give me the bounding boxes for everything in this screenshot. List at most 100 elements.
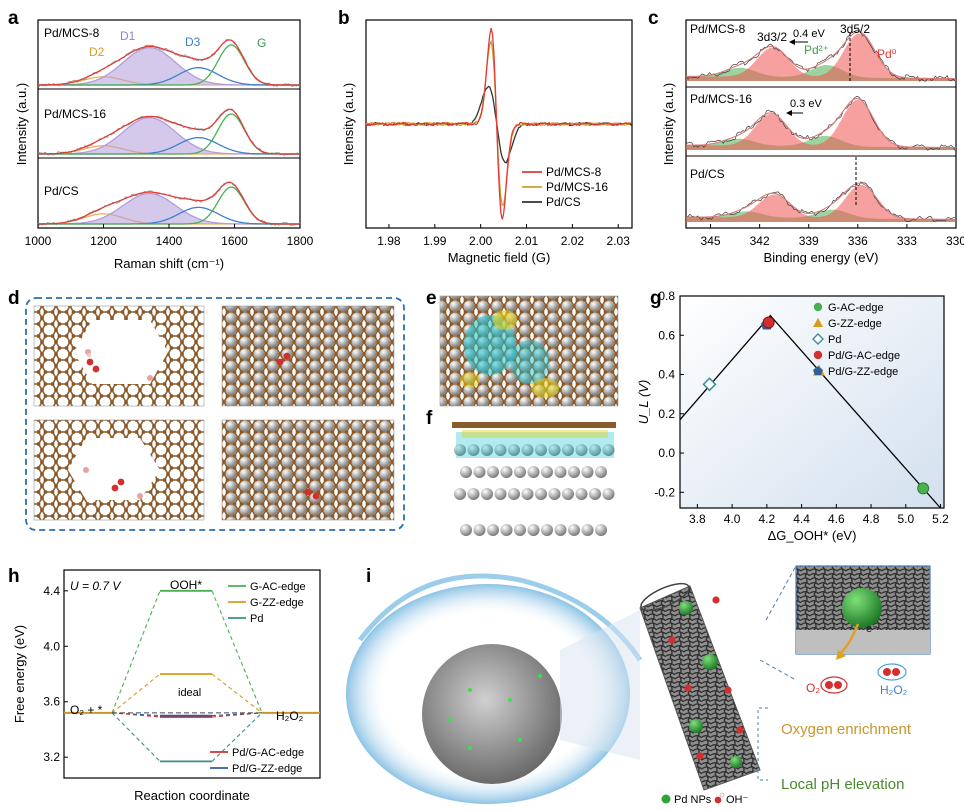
graphene-layer xyxy=(452,422,616,428)
xps-fit xyxy=(686,182,955,220)
panel-letter-b: b xyxy=(338,8,350,29)
legend-label: Pd/G-AC-edge xyxy=(232,747,304,759)
legend-label: Pd xyxy=(250,613,263,625)
shift-arrow-head xyxy=(786,110,792,116)
band-fill-d1 xyxy=(38,47,300,85)
ph-elevation-label: Local pH elevation xyxy=(781,776,904,793)
band-label-g: G xyxy=(257,36,266,50)
x-tick-label: 336 xyxy=(848,234,868,248)
panel-letter-i: i xyxy=(366,566,371,587)
panel-c-xps: 345 342 339 336 333 330 Pd/MCS-8 Pd/MCS-16 Pd… xyxy=(661,19,964,265)
y-tick-label: 0.2 xyxy=(658,407,675,421)
pd-atom xyxy=(595,524,607,536)
pd-atom xyxy=(562,488,574,500)
annotation-shift: 0.4 eV xyxy=(793,28,825,40)
panel-letter-e: e xyxy=(426,288,437,309)
raman-fit xyxy=(38,39,300,86)
charge-accumulation-region xyxy=(531,378,559,398)
point-pd xyxy=(702,377,717,392)
legend-marker xyxy=(812,333,824,345)
callout-bracket xyxy=(757,707,768,781)
pd-atom xyxy=(548,488,561,500)
point-g-ac-edge xyxy=(917,482,930,495)
panel-h-ylabel: Free energy (eV) xyxy=(12,625,27,723)
panel-b-epr: 1.98 1.99 2.00 2.01 2.02 2.03 Pd/MCS-8 Pd/MCS… xyxy=(341,19,633,265)
xps-component-pd0 xyxy=(686,99,956,150)
x-tick-label: 1200 xyxy=(90,234,117,248)
sphere-pd-dots xyxy=(448,674,542,750)
pd-atom xyxy=(460,524,472,536)
raman-fit xyxy=(38,108,300,155)
x-tick-label: 2.02 xyxy=(561,234,585,248)
x-tick-label: 339 xyxy=(799,234,819,248)
legend-label: G-AC-edge xyxy=(250,581,306,593)
point-pd-g-ac-edge xyxy=(762,316,775,329)
charge-depletion-region xyxy=(464,315,516,375)
connector-line xyxy=(111,712,161,762)
xps-fit xyxy=(686,97,955,149)
oh-marker xyxy=(714,796,722,804)
y-tick-label: 0.8 xyxy=(658,289,675,303)
panel-letter-h: h xyxy=(8,566,20,587)
pd-atom xyxy=(481,444,493,456)
panel-b-legend: Pd/MCS-8 Pd/MCS-16 Pd/CS xyxy=(522,165,608,209)
x-tick-label: 4.4 xyxy=(793,512,810,526)
h2o2-label: H₂O₂ xyxy=(880,683,908,697)
panel-c-ylabel: Intensity (a.u.) xyxy=(661,83,676,165)
pd-atom xyxy=(602,488,615,500)
panel-g-volcano: 3.8 4.0 4.2 4.4 4.6 4.8 5.0 5.2 -0.2 0.0 0.2 0.4 0.6… xyxy=(636,289,949,543)
electron-label: e⁻ xyxy=(866,623,878,635)
y-tick-label: 0.4 xyxy=(658,368,675,382)
x-tick-label: 4.0 xyxy=(724,512,741,526)
panel-d-frame xyxy=(25,297,405,531)
x-tick-label: 3.8 xyxy=(689,512,706,526)
pd-atom xyxy=(541,466,553,478)
oh-label: OH⁻ xyxy=(726,794,749,806)
panel-g-xlabel: ΔG_OOH* (eV) xyxy=(768,528,857,543)
pd-atom xyxy=(535,488,547,500)
x-tick-label: 1.98 xyxy=(377,234,401,248)
pd-atom xyxy=(514,524,526,536)
connector-line xyxy=(211,673,263,714)
pd-atom xyxy=(514,466,526,478)
panel-a-xlabel: Raman shift (cm⁻¹) xyxy=(114,256,224,271)
panel-letter-d: d xyxy=(8,288,20,309)
annotation-pd0: Pd⁰ xyxy=(877,47,897,61)
panel-h-frame xyxy=(63,569,321,779)
pd-nanoparticles xyxy=(679,601,742,768)
legend-label: G-ZZ-edge xyxy=(250,597,304,609)
panel-c-frame xyxy=(685,19,957,229)
legend-label: G-AC-edge xyxy=(828,302,884,314)
x-tick-label: 342 xyxy=(750,234,770,248)
x-tick-label: 4.8 xyxy=(863,512,880,526)
legend-label: Pd/MCS-8 xyxy=(546,165,602,179)
panel-a-raman: 1000 1200 1400 1600 1800 Pd/MCS-8 Pd/MCS-16 … xyxy=(14,19,314,271)
structure-g-ac-edge xyxy=(33,305,205,407)
band-fill-d1 xyxy=(38,117,300,154)
pd-nanoparticle-large xyxy=(842,588,882,628)
band-label-d1: D1 xyxy=(120,29,136,43)
y-tick-label: 3.6 xyxy=(43,695,60,709)
band-label-d2: D2 xyxy=(89,45,105,59)
panel-letter-f: f xyxy=(426,408,433,429)
o2-label: O₂ xyxy=(806,681,820,695)
x-tick-label: 1.99 xyxy=(423,234,447,248)
ideal-label: ideal xyxy=(178,687,201,699)
x-tick-label: 1000 xyxy=(25,234,52,248)
panel-i-schematic: e⁻ O₂ H₂O₂ Oxygen enrichment Local pH el… xyxy=(346,565,931,806)
epr-curve xyxy=(365,27,632,220)
connector-line xyxy=(211,712,263,762)
panel-letter-g: g xyxy=(650,288,662,309)
band-label-d3: D3 xyxy=(185,35,201,49)
pd-atom xyxy=(548,444,561,456)
pd-atom xyxy=(575,488,588,500)
legend-label: Pd/G-ZZ-edge xyxy=(828,366,898,378)
charge-accumulation-region xyxy=(460,372,480,388)
pd-atom xyxy=(581,524,594,536)
hydroxide-ions xyxy=(668,596,744,760)
pd-atom xyxy=(541,524,553,536)
pd-atom xyxy=(500,466,513,478)
pd-atom xyxy=(508,444,520,456)
pd-atom xyxy=(500,524,513,536)
